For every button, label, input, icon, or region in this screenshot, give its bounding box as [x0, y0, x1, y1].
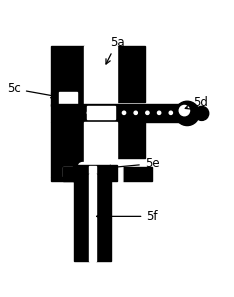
- Circle shape: [87, 111, 91, 114]
- Bar: [84, 121, 117, 167]
- Circle shape: [111, 111, 114, 114]
- Bar: [63, 167, 152, 181]
- Bar: [96, 174, 111, 261]
- Bar: [117, 121, 145, 158]
- Bar: [87, 106, 115, 119]
- Circle shape: [169, 111, 172, 114]
- Text: 5e: 5e: [106, 157, 159, 170]
- FancyBboxPatch shape: [78, 162, 123, 195]
- Bar: [51, 121, 84, 177]
- Bar: [58, 92, 77, 106]
- Circle shape: [175, 101, 199, 126]
- Text: 5d: 5d: [185, 96, 208, 109]
- Text: 5c: 5c: [7, 82, 55, 98]
- Circle shape: [179, 105, 190, 116]
- Bar: [74, 174, 89, 261]
- Circle shape: [99, 111, 102, 114]
- Text: 5a: 5a: [106, 36, 124, 64]
- Circle shape: [195, 106, 209, 120]
- Bar: [73, 165, 117, 181]
- Text: 5f: 5f: [97, 210, 158, 223]
- Bar: [84, 45, 117, 106]
- Bar: [51, 177, 84, 181]
- Circle shape: [157, 111, 161, 114]
- Bar: [63, 167, 84, 177]
- Bar: [117, 45, 145, 102]
- Bar: [51, 45, 84, 106]
- Bar: [51, 104, 180, 121]
- Circle shape: [122, 111, 126, 114]
- Circle shape: [146, 111, 149, 114]
- Bar: [89, 166, 96, 179]
- Bar: [89, 174, 96, 261]
- Circle shape: [134, 111, 137, 114]
